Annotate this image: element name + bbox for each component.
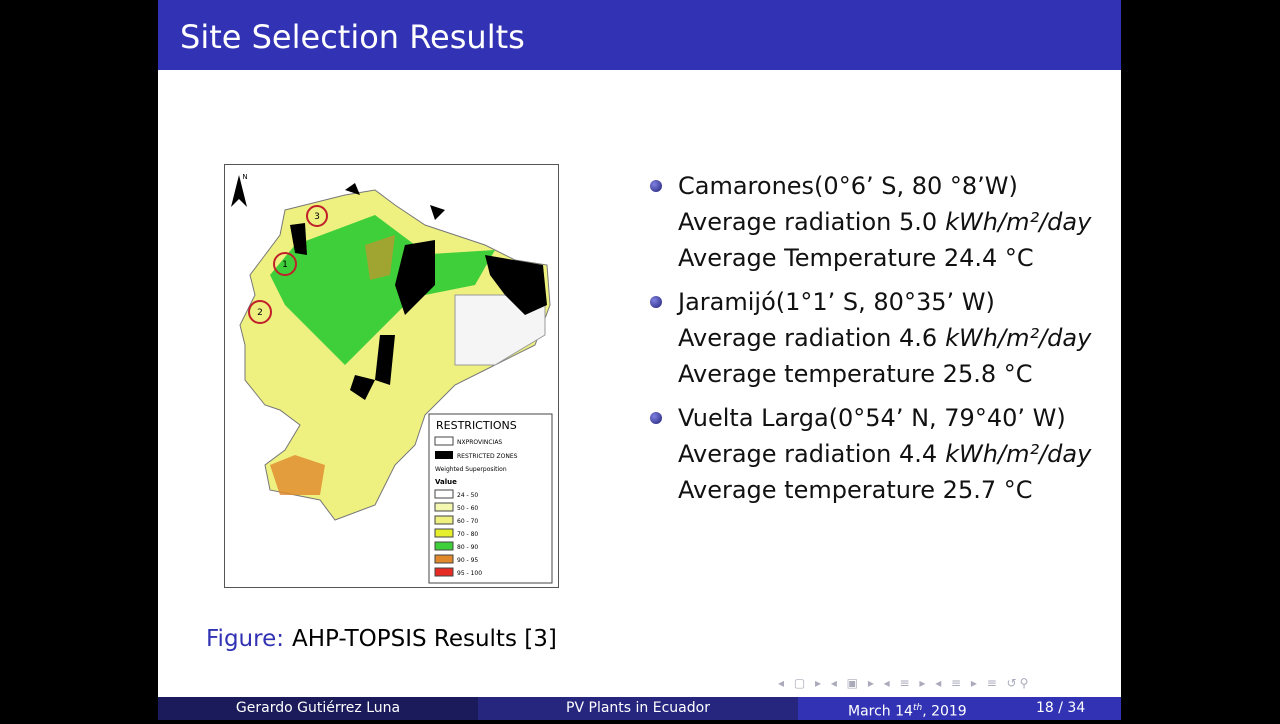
slide: Site Selection Results N 3 1 2 RESTRICTI… — [158, 0, 1121, 720]
site-heading: Camarones(0°6’ S, 80 °8’W) — [678, 172, 1018, 200]
footer: Gerardo Gutiérrez Luna PV Plants in Ecua… — [158, 697, 1121, 720]
legend-label: 80 - 90 — [457, 544, 478, 551]
bullet-item: Jaramijó(1°1’ S, 80°35’ W) Average radiat… — [648, 284, 1091, 392]
map-figure: N 3 1 2 RESTRICTIONS NXPROVINCIAS RESTRI… — [224, 164, 559, 588]
radiation-unit: kWh/m²/day — [945, 440, 1092, 468]
footer-title: PV Plants in Ecuador — [478, 697, 798, 720]
orange-zone — [365, 235, 395, 280]
footer-date: , 2019 — [922, 703, 967, 720]
site-marker: 3 — [314, 212, 320, 222]
legend-label: 24 - 50 — [457, 492, 478, 499]
legend-swatch — [434, 515, 454, 525]
radiation-unit: kWh/m²/day — [945, 324, 1092, 352]
temperature: Average temperature 25.8 °C — [678, 360, 1033, 388]
radiation: Average radiation 4.4 — [678, 440, 938, 468]
legend-swatch — [434, 567, 454, 577]
header: Site Selection Results — [158, 0, 1121, 70]
legend-swatch — [434, 528, 454, 538]
legend-label: 60 - 70 — [457, 518, 478, 525]
site-circles — [248, 205, 328, 324]
bullet-item: Vuelta Larga(0°54’ N, 79°40’ W) Average r… — [648, 400, 1091, 508]
nav-controls[interactable]: ◂ ▢ ▸ ◂ ▣ ▸ ◂ ≡ ▸ ◂ ≡ ▸ ≡ ↺⚲ — [778, 676, 1032, 690]
footer-date: March 14 — [848, 703, 913, 720]
radiation-line: Average radiation 4.4 kWh/m²/day — [678, 436, 1091, 472]
north-arrow — [231, 175, 247, 207]
legend-label: 95 - 100 — [457, 570, 482, 577]
legend-label: NXPROVINCIAS — [457, 439, 502, 446]
footer-date-sup: th — [912, 703, 923, 713]
orange-zone — [270, 455, 325, 495]
bullet-list: Camarones(0°6’ S, 80 °8’W) Average radiat… — [648, 168, 1091, 516]
radiation: Average radiation 5.0 — [678, 208, 938, 236]
legend-swatch — [434, 502, 454, 512]
caption-prefix: Figure: — [206, 626, 284, 652]
legend-swatch — [434, 489, 454, 499]
site-marker: 1 — [282, 260, 288, 270]
legend-title: RESTRICTIONS — [436, 419, 517, 432]
slide-title: Site Selection Results — [180, 18, 525, 56]
footer-page: 18 / 34 — [1036, 700, 1086, 716]
legend-label: 50 - 60 — [457, 505, 478, 512]
radiation-unit: kWh/m²/day — [945, 208, 1092, 236]
legend-label: Value — [435, 478, 457, 486]
restricted-zones — [290, 183, 547, 400]
legend-label: 90 - 95 — [457, 557, 478, 564]
site-marker: 2 — [257, 308, 263, 318]
site-heading: Vuelta Larga(0°54’ N, 79°40’ W) — [678, 404, 1066, 432]
footer-author: Gerardo Gutiérrez Luna — [158, 697, 478, 720]
legend-label: 70 - 80 — [457, 531, 478, 538]
temperature: Average Temperature 24.4 °C — [678, 244, 1034, 272]
legend-label: RESTRICTED ZONES — [457, 453, 518, 460]
legend-label: Weighted Superposition — [435, 466, 507, 473]
bullet-item: Camarones(0°6’ S, 80 °8’W) Average radiat… — [648, 168, 1091, 276]
caption: Figure: AHP-TOPSIS Results [3] — [206, 626, 557, 652]
legend-swatch — [434, 541, 454, 551]
map-legend: RESTRICTIONS NXPROVINCIAS RESTRICTED ZON… — [428, 413, 553, 584]
site-heading: Jaramijó(1°1’ S, 80°35’ W) — [678, 288, 995, 316]
radiation-line: Average radiation 4.6 kWh/m²/day — [678, 320, 1091, 356]
radiation-line: Average radiation 5.0 kWh/m²/day — [678, 204, 1091, 240]
caption-text: AHP-TOPSIS Results [3] — [291, 626, 557, 652]
legend-swatch — [434, 554, 454, 564]
temperature: Average temperature 25.7 °C — [678, 476, 1033, 504]
footer-right: March 14th, 2019 18 / 34 — [798, 697, 1121, 720]
north-label: N — [242, 173, 247, 181]
radiation: Average radiation 4.6 — [678, 324, 938, 352]
